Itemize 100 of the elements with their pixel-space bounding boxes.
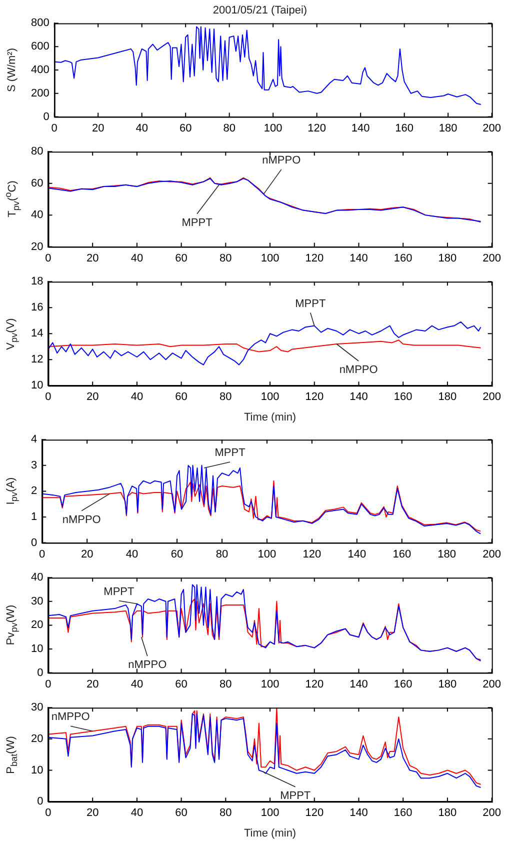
x-tick-label: 60 [175,391,188,404]
y-tick-label: 4 [30,434,38,446]
y-tick-label: 10 [30,380,44,392]
x-tick-label: 100 [260,391,280,404]
x-tick-label: 0 [51,122,58,134]
x-axis-title: Time (min) [244,411,296,424]
x-tick-label: 180 [438,678,457,690]
annotation: nMPPO [262,154,302,166]
x-tick-label: 40 [136,122,148,134]
x-tick-label: 160 [395,122,414,134]
x-tick-label: 60 [179,122,192,134]
x-tick-label: 100 [264,122,282,134]
x-tick-label: 80 [220,252,232,264]
x-tick-label: 200 [482,678,502,690]
x-tick-label: 80 [220,391,232,404]
annotation: nMPPO [51,711,90,724]
x-tick-label: 160 [394,678,412,690]
x-tick-label: 60 [175,678,188,690]
x-tick-label: 160 [394,391,412,404]
y-tick-label: 30 [30,702,44,714]
x-tick-label: 120 [308,122,326,134]
y-tick-label: 20 [30,240,44,253]
x-tick-label: 60 [175,807,188,820]
y-tick-label: 0 [37,666,44,679]
x-tick-label: 80 [216,548,228,560]
x-tick-label: 40 [130,252,144,264]
annotation: MPPT [295,298,326,310]
x-tick-label: 100 [260,807,280,820]
x-tick-label: 40 [130,391,144,404]
y-tick-label: 30 [30,595,44,608]
x-tick-label: 140 [351,122,370,134]
x-tick-label: 20 [80,548,94,560]
y-tick-label: 60 [30,177,44,190]
annotation: nMPPO [128,659,168,672]
annotation: MPPT [214,447,246,460]
x-tick-label: 80 [220,807,232,820]
annotation: nMPPO [339,364,378,376]
y-tick-label: 12 [30,354,44,366]
x-tick-label: 120 [302,548,322,560]
x-axis-title: Time (min) [244,827,296,840]
x-tick-label: 160 [394,252,412,264]
y-tick-label: 10 [30,764,44,776]
x-tick-label: 100 [258,548,276,560]
x-tick-label: 140 [350,391,368,404]
x-tick-label: 200 [482,548,502,560]
y-tick-label: 16 [30,302,44,314]
y-tick-label: 80 [30,146,44,158]
x-tick-label: 80 [223,122,236,134]
y-tick-label: 600 [30,40,50,53]
x-tick-label: 100 [260,252,280,264]
y-tick-label: 0 [43,110,50,123]
x-tick-label: 40 [130,807,144,820]
x-tick-label: 180 [438,391,457,404]
y-tick-label: 20 [30,619,44,632]
x-tick-label: 180 [438,252,457,264]
x-tick-label: 160 [392,548,412,560]
x-tick-label: 20 [86,391,99,404]
x-tick-label: 140 [350,678,368,690]
x-tick-label: 60 [175,252,188,264]
x-tick-label: 60 [170,548,184,560]
x-tick-label: 20 [86,678,99,690]
chart-title: 2001/05/21 (Taipei) [212,4,308,17]
x-tick-label: 200 [482,122,502,134]
x-tick-label: 200 [482,252,502,264]
x-tick-label: 20 [86,807,99,820]
x-tick-label: 160 [394,807,412,820]
y-tick-label: 2 [30,485,38,498]
y-tick-label: 800 [30,17,50,30]
annotation: MPPT [104,586,135,598]
x-tick-label: 180 [438,548,456,560]
y-tick-label: 400 [30,64,50,76]
y-tick-label: 10 [30,643,44,656]
x-tick-label: 20 [86,252,99,264]
x-tick-label: 40 [126,548,138,560]
x-tick-label: 120 [305,678,324,690]
x-tick-label: 120 [305,391,324,404]
x-tick-label: 120 [305,807,324,820]
y-tick-label: 14 [30,328,44,340]
y-tick-label: 20 [30,732,44,745]
y-tick-label: 40 [30,209,44,222]
annotation: nMPPO [62,514,102,526]
y-tick-label: 3 [30,459,38,472]
x-tick-label: 180 [438,807,457,820]
x-tick-label: 40 [130,678,144,690]
x-tick-label: 140 [350,807,368,820]
x-tick-label: 20 [92,122,104,134]
y-tick-label: 0 [37,796,44,808]
x-tick-label: 200 [482,807,502,820]
x-tick-label: 140 [350,252,368,264]
y-axis-title: S (W/m²) [6,48,18,92]
annotation: MPPT [280,790,311,802]
x-tick-label: 180 [438,122,458,134]
y-tick-label: 18 [30,276,44,288]
y-tick-label: 40 [30,572,44,584]
annotation: MPPT [182,216,213,229]
x-tick-label: 140 [348,548,366,560]
y-tick-label: 1 [30,511,38,524]
x-tick-label: 100 [260,678,280,690]
x-tick-label: 120 [305,252,324,264]
y-tick-label: 0 [30,536,38,549]
